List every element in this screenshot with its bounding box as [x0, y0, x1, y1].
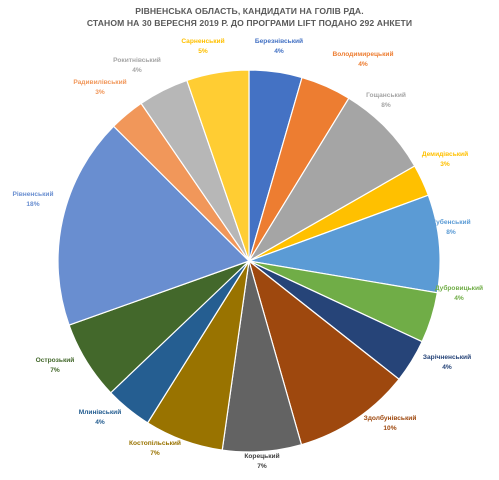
slice-label: Острозький	[36, 356, 75, 364]
slice-percent-label: 5%	[198, 48, 208, 55]
slice-label: Дубенський	[431, 218, 470, 226]
slice-label: Сарненський	[181, 37, 224, 45]
slice-label: Корецький	[244, 452, 279, 460]
slice-percent-label: 4%	[95, 419, 105, 426]
chart-title: РІВНЕНСЬКА ОБЛАСТЬ, КАНДИДАТИ НА ГОЛІВ Р…	[135, 6, 364, 16]
slice-percent-label: 7%	[257, 463, 267, 470]
slice-label: Рівненський	[12, 190, 53, 198]
slice-percent-label: 3%	[95, 89, 105, 96]
slice-percent-label: 4%	[358, 61, 368, 68]
pie-slice	[247, 259, 400, 446]
slice-percent-label: 4%	[442, 364, 452, 371]
slice-percent-label: 10%	[383, 425, 396, 432]
slice-percent-label: 4%	[454, 295, 464, 302]
slice-label: Зарічненський	[423, 353, 471, 361]
slice-label: Володимирецький	[332, 50, 393, 58]
pie-slice	[57, 125, 251, 326]
slice-percent-label: 18%	[26, 201, 39, 208]
slice-label: Костопільський	[129, 439, 181, 447]
slice-label: Демидівський	[422, 150, 468, 158]
slice-percent-label: 8%	[446, 229, 456, 236]
pie-slice	[246, 194, 441, 294]
slice-percent-label: 8%	[381, 102, 391, 109]
pie-slice	[186, 69, 250, 262]
chart-subtitle: СТАНОМ НА 30 ВЕРЕСНЯ 2019 Р. ДО ПРОГРАМИ…	[86, 18, 413, 28]
slice-label: Дубровицький	[435, 284, 483, 292]
slice-label: Рокитнівський	[113, 56, 161, 64]
slice-label: Радивилівський	[73, 78, 126, 86]
slice-label: Березнівський	[255, 37, 303, 45]
slice-percent-label: 3%	[440, 161, 450, 168]
slice-label: Здолбунівський	[364, 414, 417, 422]
slice-label: Млинівський	[79, 408, 122, 416]
pie-slice	[248, 97, 416, 262]
slice-percent-label: 4%	[274, 48, 284, 55]
slice-percent-label: 7%	[150, 450, 160, 457]
slice-percent-label: 4%	[132, 67, 142, 74]
slice-percent-label: 7%	[50, 367, 60, 374]
slice-label: Гощанський	[366, 91, 406, 99]
